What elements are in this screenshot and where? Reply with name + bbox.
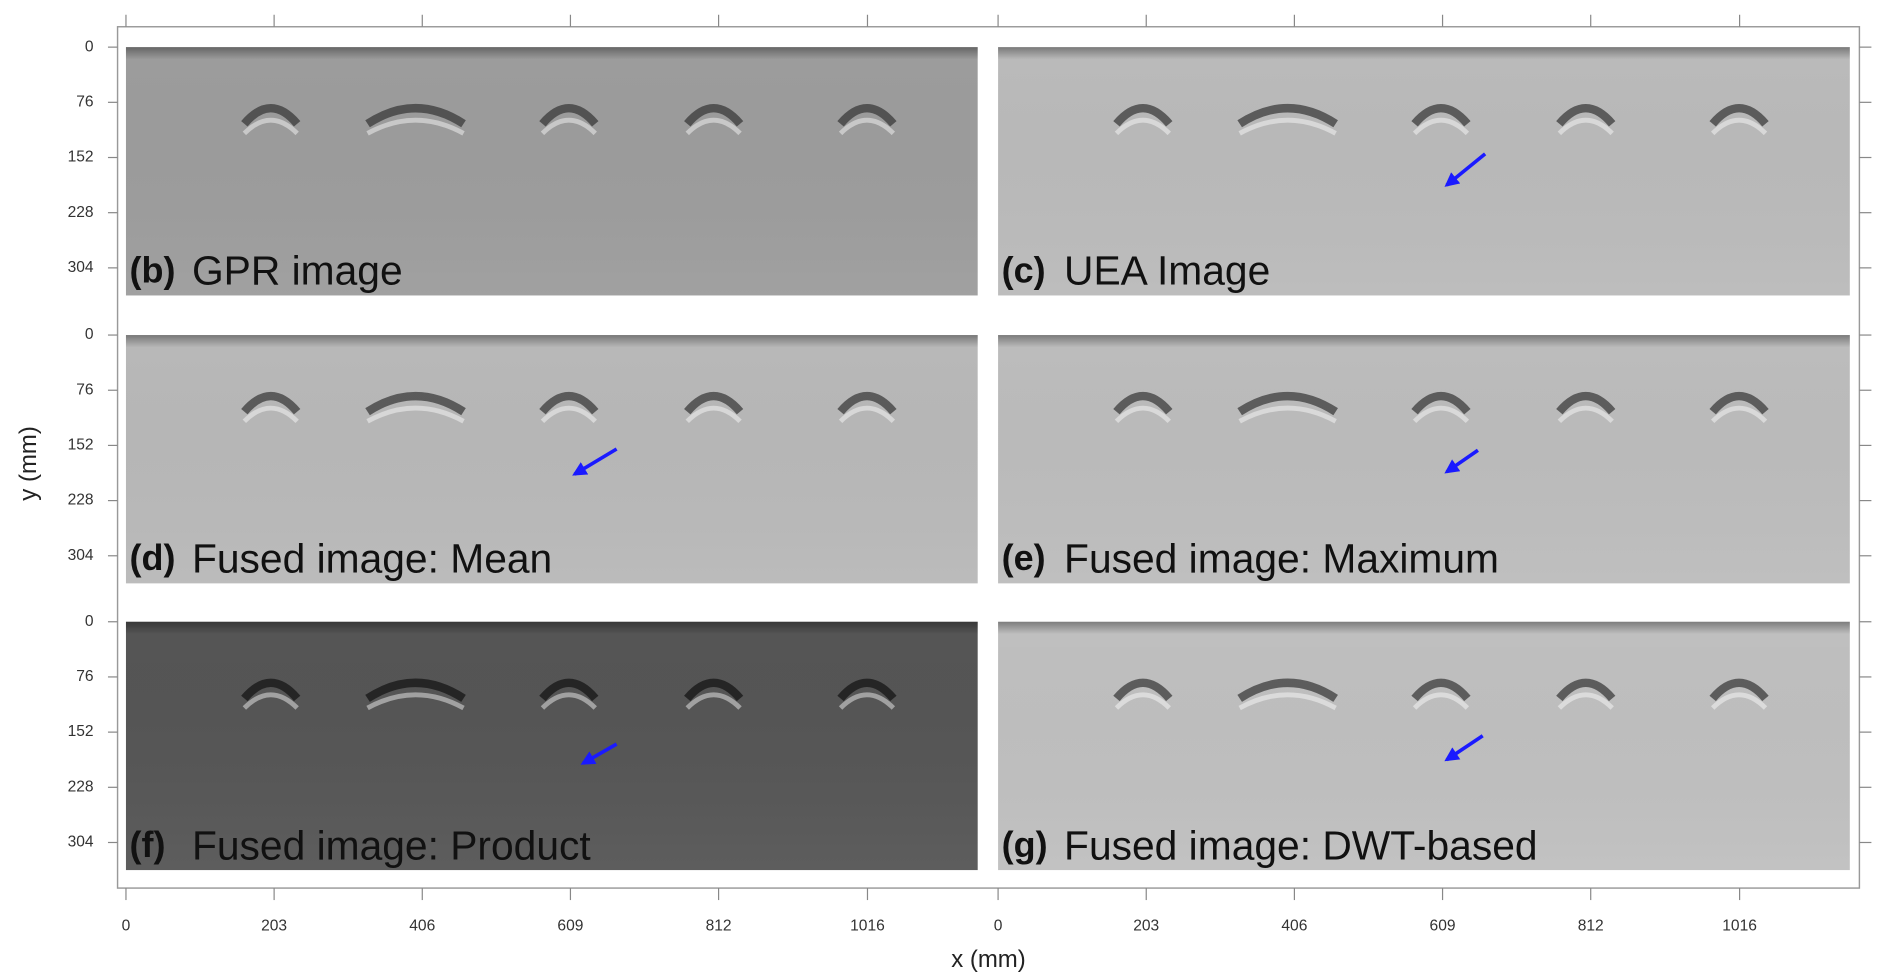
y-tick-label: 304 bbox=[68, 834, 94, 851]
y-tick-label: 152 bbox=[68, 437, 94, 454]
x-tick-label: 203 bbox=[1133, 918, 1159, 935]
panel-title: Fused image: Mean bbox=[192, 536, 552, 582]
panel-letter: (c) bbox=[1002, 249, 1046, 290]
panel-title: Fused image: Product bbox=[192, 822, 591, 868]
x-tick-label: 812 bbox=[1578, 918, 1604, 935]
x-tick-label: 203 bbox=[261, 918, 287, 935]
x-tick-label: 609 bbox=[557, 918, 583, 935]
y-tick-label: 152 bbox=[68, 149, 94, 166]
x-tick-label: 1016 bbox=[850, 918, 885, 935]
panel-letter: (d) bbox=[130, 537, 176, 578]
y-tick-label: 228 bbox=[68, 778, 94, 795]
x-tick-label: 406 bbox=[1281, 918, 1307, 935]
panel: (b) GPR image bbox=[126, 47, 978, 295]
x-tick-label: 0 bbox=[122, 918, 131, 935]
panel-title: GPR image bbox=[192, 248, 403, 294]
y-tick-label: 228 bbox=[68, 492, 94, 509]
panel-letter: (e) bbox=[1002, 537, 1046, 578]
y-tick-label: 304 bbox=[68, 259, 94, 276]
y-tick-label: 152 bbox=[68, 723, 94, 740]
y-tick-label: 76 bbox=[76, 93, 93, 110]
panel-letter: (b) bbox=[130, 249, 176, 290]
panel: (c) UEA Image bbox=[998, 47, 1850, 295]
panel-letter: (f) bbox=[130, 824, 166, 865]
y-tick-label: 0 bbox=[85, 38, 94, 55]
panel-letter: (g) bbox=[1002, 824, 1048, 865]
y-tick-label: 76 bbox=[76, 668, 93, 685]
y-tick-label: 228 bbox=[68, 204, 94, 221]
x-tick-label: 812 bbox=[706, 918, 732, 935]
x-tick-label: 1016 bbox=[1722, 918, 1757, 935]
panel: (g) Fused image: DWT-based bbox=[998, 622, 1850, 870]
x-tick-label: 0 bbox=[994, 918, 1003, 935]
figure: x (mm) y (mm) (b) GPR image (c) UEA Image (d… bbox=[0, 0, 1881, 976]
x-tick-label: 406 bbox=[409, 918, 435, 935]
panel: (e) Fused image: Maximum bbox=[998, 335, 1850, 583]
panel: (f) Fused image: Product bbox=[126, 622, 978, 870]
y-tick-label: 0 bbox=[85, 613, 94, 630]
panel-title: UEA Image bbox=[1064, 248, 1270, 294]
panel-title: Fused image: DWT-based bbox=[1064, 822, 1538, 868]
y-axis-label: y (mm) bbox=[15, 426, 42, 501]
x-axis-label: x (mm) bbox=[951, 946, 1026, 973]
panel: (d) Fused image: Mean bbox=[126, 335, 978, 583]
panel-title: Fused image: Maximum bbox=[1064, 536, 1499, 582]
y-tick-label: 304 bbox=[68, 547, 94, 564]
y-tick-label: 0 bbox=[85, 326, 94, 343]
y-tick-label: 76 bbox=[76, 381, 93, 398]
x-tick-label: 609 bbox=[1430, 918, 1456, 935]
